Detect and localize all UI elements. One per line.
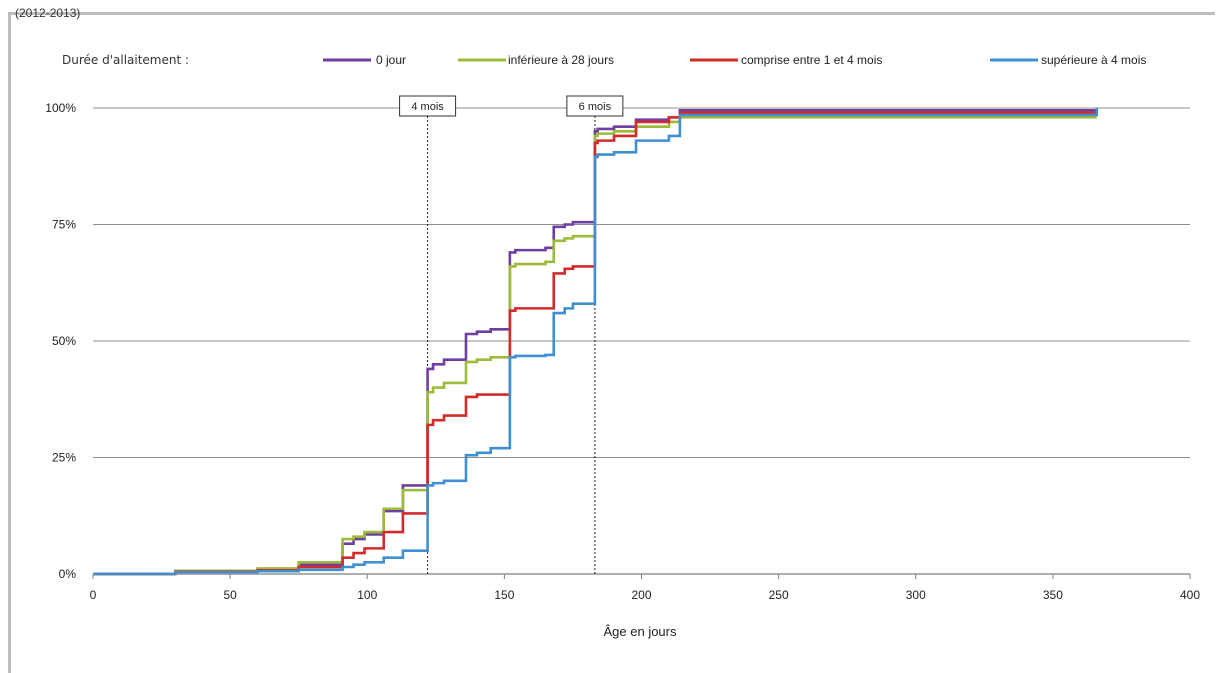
legend: Durée d'allaitement : 0 jour inférieure à… — [62, 53, 1146, 67]
y-tick-label: 50% — [52, 334, 76, 348]
x-tick-label: 100 — [357, 588, 377, 602]
series-line-2 — [93, 116, 1097, 576]
x-tick-label: 400 — [1180, 588, 1200, 602]
legend-label: 0 jour — [376, 53, 406, 67]
grid-layer — [93, 107, 1190, 458]
chart-frame: (2012-2013) — [8, 6, 1215, 673]
legend-title: Durée d'allaitement : — [62, 53, 189, 67]
y-tick-label: 0% — [59, 567, 77, 581]
series-layer — [93, 108, 1099, 576]
y-tick-label: 100% — [45, 101, 76, 115]
x-tick-label: 350 — [1043, 588, 1063, 602]
legend-label: inférieure à 28 jours — [508, 53, 614, 67]
x-tick-label: 300 — [906, 588, 926, 602]
x-tick-label: 150 — [494, 588, 514, 602]
series-line-3 — [93, 110, 1099, 576]
x-tick-label: 200 — [631, 588, 651, 602]
marker-label: 6 mois — [579, 101, 612, 113]
legend-label: comprise entre 1 et 4 mois — [741, 53, 882, 67]
series-line-4 — [93, 108, 1099, 576]
y-tick-label: 25% — [52, 451, 76, 465]
marker-label: 4 mois — [411, 101, 444, 113]
x-tick-label: 0 — [90, 588, 97, 602]
legend-label: supérieure à 4 mois — [1041, 53, 1146, 67]
y-tick-label: 75% — [52, 218, 76, 232]
x-axis-label: Âge en jours — [604, 624, 677, 639]
marker-box — [566, 95, 624, 117]
marker-layer: 4 mois 6 mois — [399, 95, 624, 574]
x-tick-label: 250 — [769, 588, 789, 602]
series-line-1 — [93, 108, 1099, 576]
marker-box — [399, 95, 457, 117]
header-fragment: (2012-2013) — [15, 6, 81, 20]
axis-layer: 0% 25% 50% 75% 100% 0 50 100 150 200 250 300 350 400 — [45, 101, 1200, 602]
x-tick-label: 50 — [223, 588, 237, 602]
